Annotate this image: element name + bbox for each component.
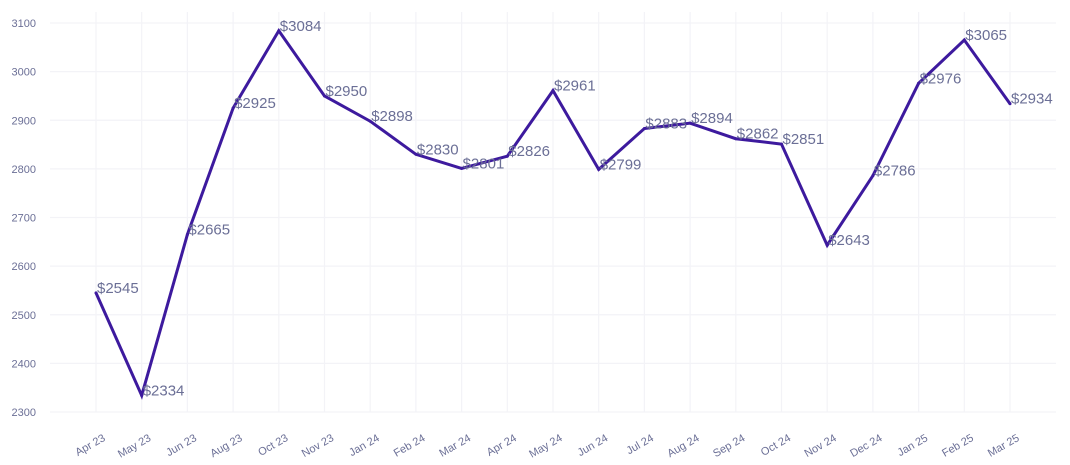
- data-label: $2801: [463, 155, 505, 172]
- x-tick-label: Jul 24: [624, 432, 655, 457]
- x-tick-label: Nov 23: [300, 432, 336, 460]
- data-label: $2894: [691, 110, 733, 127]
- data-point: [871, 174, 875, 178]
- data-label: $2830: [417, 141, 459, 158]
- data-point: [323, 94, 326, 98]
- data-label: $2334: [143, 382, 185, 399]
- x-tick-label: Feb 24: [392, 432, 428, 460]
- data-point: [505, 154, 509, 158]
- y-tick-label: 2900: [12, 115, 36, 127]
- x-tick-label: Jan 25: [895, 432, 930, 459]
- y-tick-label: 3000: [12, 67, 36, 79]
- x-tick-label: Mar 24: [437, 432, 473, 460]
- x-tick-label: Feb 25: [940, 432, 976, 460]
- x-tick-label: Oct 23: [256, 432, 290, 459]
- x-tick-label: May 23: [116, 432, 153, 460]
- data-point: [688, 121, 692, 125]
- y-tick-label: 2700: [12, 213, 36, 225]
- data-label: $2862: [737, 126, 779, 143]
- x-tick-label: Sep 24: [711, 432, 747, 460]
- y-tick-label: 2300: [12, 407, 36, 419]
- data-point: [962, 38, 966, 42]
- data-label: $3065: [965, 27, 1007, 44]
- data-label: $2883: [645, 116, 687, 133]
- data-label: $2976: [920, 70, 962, 87]
- data-label: $2950: [326, 83, 368, 100]
- x-tick-label: Jan 24: [347, 432, 382, 459]
- data-point: [368, 119, 372, 123]
- data-point: [734, 137, 738, 141]
- series: [94, 28, 1012, 400]
- y-tick-label: 2500: [12, 310, 36, 322]
- data-point: [277, 29, 281, 33]
- data-label: $2961: [554, 78, 596, 95]
- data-point: [597, 167, 601, 171]
- data-label: $2665: [188, 222, 230, 239]
- y-tick-label: 3100: [12, 18, 36, 30]
- data-label: $2545: [97, 280, 139, 297]
- x-axis: Apr 23 May 23 Jun 23 Aug 23 Oct 23 Nov 23 Jan …: [73, 432, 1021, 460]
- y-axis: 2300 2400 2500 2600 2700 2800 2900 3000 3100: [12, 18, 36, 419]
- y-tick-label: 2600: [12, 261, 36, 273]
- x-tick-label: May 24: [527, 432, 564, 460]
- data-label: $2826: [508, 143, 550, 160]
- data-label: $2643: [828, 232, 870, 249]
- x-tick-label: Aug 24: [665, 432, 701, 460]
- data-point: [140, 393, 144, 397]
- data-label: $2786: [874, 163, 916, 180]
- data-point: [231, 106, 235, 110]
- data-label: $2851: [783, 131, 825, 148]
- grid: [50, 12, 1056, 413]
- x-tick-label: Nov 24: [803, 432, 839, 460]
- x-tick-label: Apr 24: [485, 432, 519, 459]
- data-point: [551, 89, 555, 93]
- x-tick-label: Jun 24: [576, 432, 611, 459]
- x-tick-label: Aug 23: [208, 432, 244, 460]
- data-point: [825, 243, 829, 247]
- data-point: [642, 127, 646, 131]
- data-point: [780, 142, 783, 146]
- data-label: $2898: [371, 108, 413, 125]
- x-tick-label: Dec 24: [848, 432, 884, 460]
- x-tick-label: Oct 24: [759, 432, 793, 459]
- data-point: [1008, 102, 1012, 106]
- data-label: $2799: [600, 156, 642, 173]
- data-label: $3084: [280, 18, 322, 35]
- data-point: [460, 166, 464, 170]
- x-tick-label: Mar 25: [986, 432, 1022, 460]
- data-point: [414, 152, 418, 156]
- y-tick-label: 2400: [12, 358, 36, 370]
- x-tick-label: Jun 23: [164, 432, 199, 459]
- y-tick-label: 2800: [12, 164, 36, 176]
- data-point: [94, 291, 98, 295]
- x-tick-label: Apr 23: [73, 432, 107, 459]
- data-point: [185, 233, 189, 237]
- data-point: [917, 81, 921, 85]
- data-label: $2925: [234, 95, 276, 112]
- data-label: $2934: [1011, 91, 1053, 108]
- data-labels: $2545 $2334 $2665 $2925 $3084 $2950$2898$2830…: [97, 18, 1053, 400]
